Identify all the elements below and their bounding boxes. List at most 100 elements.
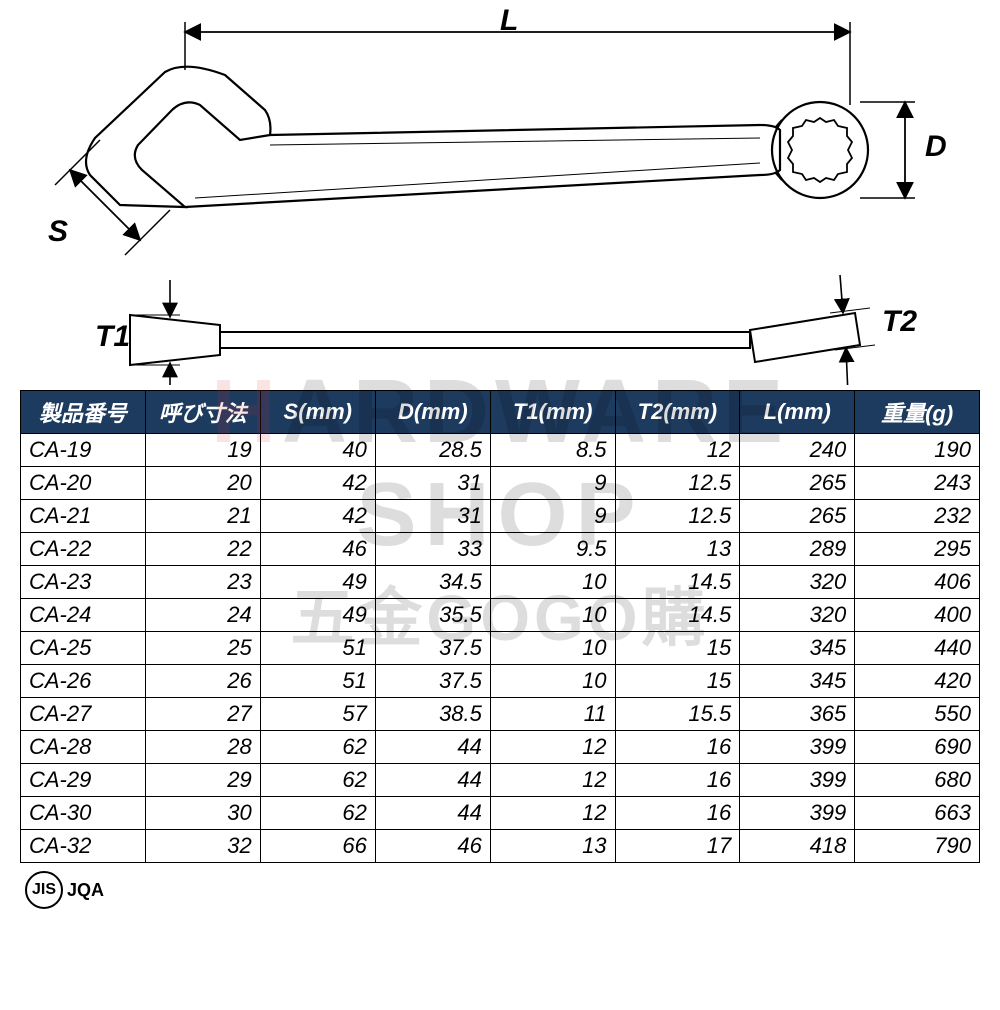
table-cell: 399: [740, 764, 855, 797]
table-cell: 28: [145, 731, 260, 764]
table-row: CA-303062441216399663: [21, 797, 980, 830]
col-header: 呼び寸法: [145, 391, 260, 434]
table-cell: CA-22: [21, 533, 146, 566]
table-cell: 12.5: [615, 467, 740, 500]
table-cell: 240: [740, 434, 855, 467]
table-cell: CA-24: [21, 599, 146, 632]
col-header: T2(mm): [615, 391, 740, 434]
table-cell: 12.5: [615, 500, 740, 533]
col-header: 製品番号: [21, 391, 146, 434]
table-cell: 28.5: [375, 434, 490, 467]
table-cell: 289: [740, 533, 855, 566]
table-cell: 37.5: [375, 632, 490, 665]
table-cell: 232: [855, 500, 980, 533]
wrench-diagram: L D S T1 T2: [20, 10, 980, 385]
table-cell: 26: [145, 665, 260, 698]
table-row: CA-323266461317418790: [21, 830, 980, 863]
label-T2: T2: [882, 305, 917, 339]
table-cell: CA-27: [21, 698, 146, 731]
table-cell: 365: [740, 698, 855, 731]
table-cell: 62: [260, 764, 375, 797]
label-S: S: [48, 215, 68, 249]
table-cell: 10: [490, 599, 615, 632]
label-T1: T1: [95, 320, 130, 354]
table-cell: 663: [855, 797, 980, 830]
table-cell: 24: [145, 599, 260, 632]
table-cell: 15: [615, 632, 740, 665]
table-cell: 13: [490, 830, 615, 863]
col-header: S(mm): [260, 391, 375, 434]
table-cell: 46: [260, 533, 375, 566]
table-cell: CA-30: [21, 797, 146, 830]
table-cell: 29: [145, 764, 260, 797]
table-cell: CA-32: [21, 830, 146, 863]
table-cell: 44: [375, 764, 490, 797]
table-cell: 320: [740, 599, 855, 632]
table-cell: 33: [375, 533, 490, 566]
table-row: CA-26265137.51015345420: [21, 665, 980, 698]
jqa-text: JQA: [67, 880, 104, 901]
table-cell: 19: [145, 434, 260, 467]
table-cell: 406: [855, 566, 980, 599]
table-cell: 17: [615, 830, 740, 863]
table-cell: 10: [490, 632, 615, 665]
table-cell: 265: [740, 467, 855, 500]
jis-badge: JIS JQA: [25, 871, 1000, 909]
table-cell: 16: [615, 731, 740, 764]
table-cell: 14.5: [615, 566, 740, 599]
col-header: 重量(g): [855, 391, 980, 434]
table-cell: 10: [490, 566, 615, 599]
label-L: L: [500, 4, 518, 38]
table-cell: 9: [490, 500, 615, 533]
table-row: CA-292962441216399680: [21, 764, 980, 797]
table-cell: 12: [615, 434, 740, 467]
table-cell: 30: [145, 797, 260, 830]
table-cell: CA-23: [21, 566, 146, 599]
table-cell: 23: [145, 566, 260, 599]
table-cell: 37.5: [375, 665, 490, 698]
label-D: D: [925, 130, 947, 164]
table-row: CA-24244935.51014.5320400: [21, 599, 980, 632]
table-cell: 46: [375, 830, 490, 863]
table-cell: 57: [260, 698, 375, 731]
table-cell: 12: [490, 797, 615, 830]
table-row: CA-20204231912.5265243: [21, 467, 980, 500]
table-row: CA-222246339.513289295: [21, 533, 980, 566]
table-cell: 51: [260, 665, 375, 698]
table-body: CA-19194028.58.512240190CA-20204231912.5…: [21, 434, 980, 863]
table-cell: 420: [855, 665, 980, 698]
table-cell: 51: [260, 632, 375, 665]
table-cell: 42: [260, 467, 375, 500]
table-cell: 13: [615, 533, 740, 566]
table-cell: 790: [855, 830, 980, 863]
table-cell: 25: [145, 632, 260, 665]
col-header: L(mm): [740, 391, 855, 434]
table-cell: 49: [260, 566, 375, 599]
table-cell: 49: [260, 599, 375, 632]
table-cell: 10: [490, 665, 615, 698]
table-cell: 16: [615, 797, 740, 830]
jis-icon: JIS: [25, 871, 63, 909]
table-cell: 11: [490, 698, 615, 731]
table-cell: 62: [260, 731, 375, 764]
table-cell: 31: [375, 500, 490, 533]
table-cell: 31: [375, 467, 490, 500]
table-row: CA-21214231912.5265232: [21, 500, 980, 533]
table-cell: 62: [260, 797, 375, 830]
table-cell: CA-19: [21, 434, 146, 467]
table-cell: 32: [145, 830, 260, 863]
table-cell: 14.5: [615, 599, 740, 632]
wrench-svg: [20, 10, 980, 385]
table-cell: 40: [260, 434, 375, 467]
table-cell: 66: [260, 830, 375, 863]
table-cell: CA-21: [21, 500, 146, 533]
table-cell: 418: [740, 830, 855, 863]
table-cell: 345: [740, 632, 855, 665]
jis-text: JIS: [32, 881, 56, 899]
table-cell: 9.5: [490, 533, 615, 566]
table-cell: 8.5: [490, 434, 615, 467]
table-cell: 345: [740, 665, 855, 698]
table-cell: CA-29: [21, 764, 146, 797]
table-cell: 12: [490, 764, 615, 797]
table-cell: 12: [490, 731, 615, 764]
